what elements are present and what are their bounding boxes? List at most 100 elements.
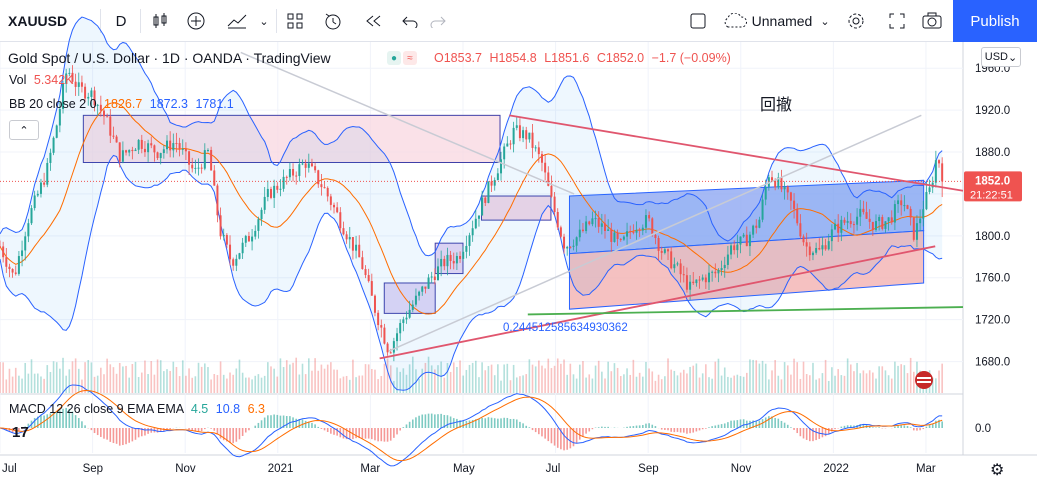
macd-histogram-bar bbox=[210, 428, 212, 429]
volume-bar bbox=[471, 362, 474, 393]
volume-legend[interactable]: Vol 5.342K bbox=[9, 73, 74, 87]
candle-body bbox=[919, 218, 922, 224]
bb-legend[interactable]: BB 20 close 2 0 1826.7 1872.3 1781.1 bbox=[9, 97, 234, 111]
macd-histogram-bar bbox=[695, 428, 698, 432]
volume-bar bbox=[755, 360, 758, 393]
macd-histogram-bar bbox=[597, 427, 600, 428]
volume-bar bbox=[229, 372, 231, 393]
macd-histogram-bar bbox=[714, 425, 717, 428]
volume-bar bbox=[824, 359, 827, 393]
macd-histogram-bar bbox=[222, 428, 225, 441]
volume-bar bbox=[875, 378, 877, 393]
symbol-search-button[interactable]: XAUUSD bbox=[8, 13, 68, 29]
chevron-down-icon[interactable]: ⌄ bbox=[820, 15, 830, 28]
volume-bar bbox=[679, 372, 682, 393]
macd-histogram-bar bbox=[771, 416, 773, 428]
volume-bar bbox=[326, 364, 329, 393]
volume-bar bbox=[232, 374, 234, 393]
volume-bar bbox=[270, 366, 272, 393]
macd-histogram-bar bbox=[509, 418, 512, 428]
candle-body bbox=[928, 187, 931, 192]
volume-bar bbox=[308, 358, 310, 393]
volume-bar bbox=[881, 366, 884, 393]
macd-histogram-bar bbox=[326, 428, 329, 433]
candle-body bbox=[125, 150, 128, 153]
price-tick-label: 1920.0 bbox=[975, 105, 1010, 117]
candle-body bbox=[36, 193, 39, 196]
volume-bar bbox=[849, 364, 852, 393]
volume-bar bbox=[711, 378, 713, 393]
candle-body bbox=[834, 223, 837, 230]
volume-bar bbox=[522, 375, 524, 393]
volume-bar bbox=[405, 374, 408, 393]
alert-icon[interactable] bbox=[320, 0, 346, 42]
macd-histogram-bar bbox=[437, 414, 439, 428]
collapse-legend-icon[interactable]: ⌃ bbox=[9, 120, 39, 140]
time-axis-settings-icon[interactable]: ⚙ bbox=[990, 462, 1005, 479]
candle-body bbox=[878, 217, 881, 222]
macd-histogram-bar bbox=[777, 418, 780, 428]
layouts-icon[interactable] bbox=[282, 0, 308, 42]
camera-icon[interactable] bbox=[919, 0, 945, 42]
wave-icon[interactable]: ≈ bbox=[403, 51, 417, 65]
macd-histogram-bar bbox=[519, 421, 521, 428]
visibility-dot-icon[interactable]: ● bbox=[387, 51, 401, 65]
macd-histogram-bar bbox=[717, 424, 720, 428]
macd-histogram-bar bbox=[134, 428, 137, 440]
candle-body bbox=[364, 269, 367, 276]
candle-body bbox=[62, 83, 65, 109]
bb-basis-line bbox=[0, 102, 943, 315]
pullback-annotation[interactable]: 回撤 bbox=[760, 96, 792, 114]
settings-gear-icon[interactable] bbox=[843, 0, 869, 42]
volume-bar bbox=[887, 375, 890, 393]
candle-body bbox=[588, 221, 591, 225]
candle-body bbox=[430, 276, 433, 278]
fullscreen-square-icon[interactable] bbox=[686, 0, 710, 42]
candle-body bbox=[355, 244, 358, 251]
add-indicator-icon[interactable] bbox=[184, 0, 208, 42]
volume-bar bbox=[487, 365, 490, 393]
indicators-icon[interactable] bbox=[224, 0, 250, 42]
publish-button[interactable]: Publish bbox=[953, 0, 1037, 42]
macd-legend[interactable]: MACD 12 26 close 9 EMA EMA 4.5 10.8 6.3 bbox=[9, 402, 265, 416]
macd-histogram-bar bbox=[244, 428, 247, 433]
macd-histogram-bar bbox=[301, 419, 304, 428]
candle-body bbox=[638, 229, 641, 231]
candles-icon[interactable] bbox=[148, 0, 172, 42]
currency-selector[interactable]: USD ⌄ bbox=[981, 47, 1021, 67]
volume-bar bbox=[802, 361, 805, 393]
macd-histogram-bar bbox=[708, 427, 710, 428]
volume-bar bbox=[345, 375, 348, 393]
fullscreen-icon[interactable] bbox=[884, 0, 910, 42]
volume-bar bbox=[695, 363, 698, 393]
candle-body bbox=[556, 211, 559, 228]
time-tick-label: 2022 bbox=[823, 463, 849, 475]
volume-bar bbox=[509, 380, 512, 393]
chevron-down-icon[interactable]: ⌄ bbox=[259, 15, 269, 28]
candle-body bbox=[191, 164, 194, 169]
macd-histogram-bar bbox=[872, 427, 874, 428]
replay-icon[interactable] bbox=[360, 0, 386, 42]
macd-histogram-bar bbox=[200, 428, 203, 432]
macd-histogram-bar bbox=[512, 418, 515, 428]
chart-title-legend[interactable]: Gold Spot / U.S. Dollar · 1D · OANDA · T… bbox=[8, 50, 331, 66]
undo-icon[interactable] bbox=[397, 0, 423, 42]
redo-icon[interactable] bbox=[425, 0, 451, 42]
interval-button[interactable]: D bbox=[115, 12, 127, 30]
candle-body bbox=[906, 205, 909, 209]
tradingview-logo-icon: 17 bbox=[12, 424, 29, 441]
volume-bar bbox=[749, 359, 751, 393]
layout-name[interactable]: Unnamed bbox=[751, 13, 813, 29]
candle-body bbox=[342, 228, 345, 235]
macd-histogram-bar bbox=[626, 426, 628, 428]
macd-histogram-bar bbox=[320, 428, 323, 429]
macd-histogram-bar bbox=[383, 428, 386, 442]
macd-histogram-bar bbox=[843, 425, 846, 428]
volume-bar bbox=[304, 374, 307, 393]
macd-histogram-bar bbox=[128, 428, 130, 443]
candle-body bbox=[282, 176, 285, 189]
macd-histogram-bar bbox=[824, 428, 827, 437]
candle-body bbox=[21, 250, 24, 257]
candle-body bbox=[509, 143, 512, 145]
